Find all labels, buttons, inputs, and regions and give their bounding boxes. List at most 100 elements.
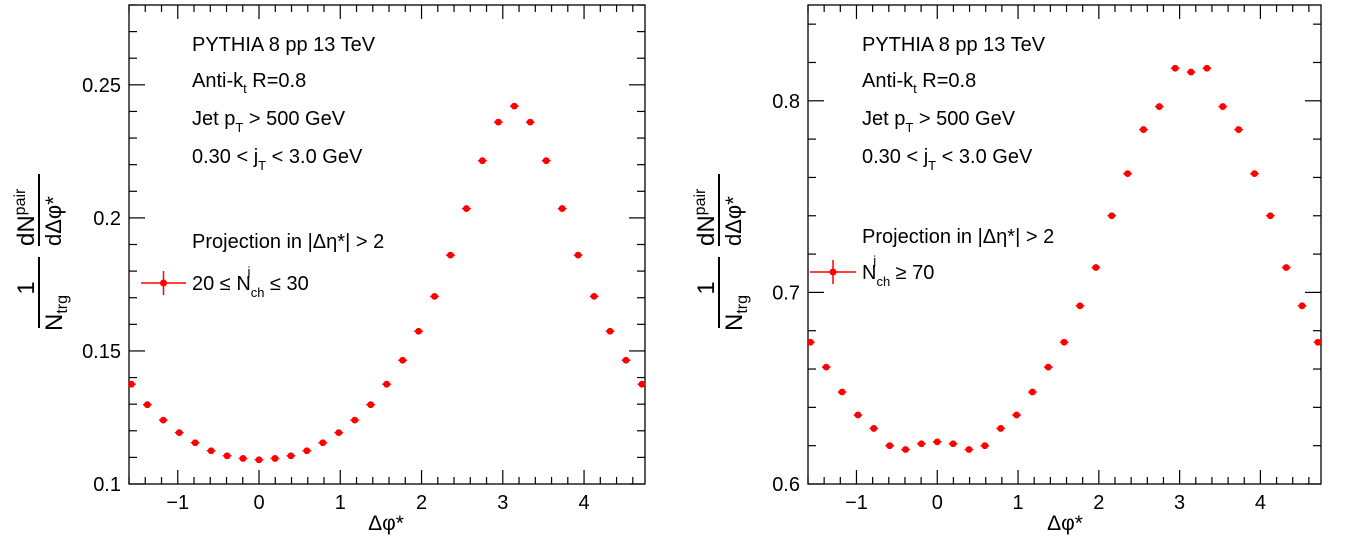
jet-pt-label: Jet pT > 500 GeV — [862, 108, 1016, 135]
legend-marker-dot — [829, 268, 837, 276]
data-point — [191, 439, 199, 447]
y-tick-label: 0.25 — [82, 75, 121, 97]
data-point — [255, 456, 263, 464]
data-point — [463, 205, 470, 212]
data-point — [1092, 264, 1100, 271]
y-axis-title-left: 1 Ntrg dNpair dΔφ* — [12, 174, 71, 331]
y-tick-label: 0.6 — [772, 474, 800, 496]
data-point — [415, 327, 422, 335]
data-point — [822, 363, 830, 371]
data-point — [606, 327, 614, 335]
data-point — [622, 356, 630, 364]
data-point — [838, 388, 846, 396]
data-point — [319, 439, 327, 447]
y-title-frac1-den: Ntrg — [721, 295, 751, 331]
data-point — [854, 411, 862, 419]
algo-label: Anti-kt R=0.8 — [862, 70, 976, 96]
data-point — [1203, 64, 1211, 72]
y-tick-label: 0.15 — [82, 341, 121, 363]
legend-left: 20 ≤ Nchj ≤ 30 — [141, 264, 309, 300]
x-tick-label: 3 — [1174, 492, 1185, 514]
data-point — [383, 380, 391, 388]
x-tick-label: 1 — [1012, 492, 1023, 514]
data-point — [1171, 64, 1179, 72]
data-point — [1044, 363, 1052, 371]
data-point — [574, 251, 582, 259]
data-point — [1029, 388, 1036, 396]
data-point — [143, 401, 151, 409]
data-point — [1013, 411, 1020, 419]
algo-label: Anti-kt R=0.8 — [192, 70, 306, 96]
points-left — [127, 102, 646, 464]
data-point — [223, 452, 231, 460]
data-point — [399, 356, 407, 364]
x-tick-label: 2 — [1093, 492, 1104, 514]
x-tick-label: 4 — [1255, 492, 1266, 514]
y-title-frac1-num: 1 — [693, 281, 720, 294]
y-axis-title-right: 1 Ntrg dNpair dΔφ* — [692, 174, 751, 331]
y-tick-label: 0.1 — [93, 474, 121, 496]
data-point — [1187, 68, 1195, 76]
x-axis-title-right: Δφ* — [1047, 512, 1083, 535]
data-point — [1251, 170, 1258, 178]
y-title-frac2-den: dΔφ* — [721, 196, 746, 246]
data-point — [949, 440, 957, 448]
data-point — [478, 157, 486, 165]
plot-frame-right — [807, 4, 1322, 485]
data-point — [981, 442, 989, 450]
generator-label: PYTHIA 8 pp 13 TeV — [192, 34, 376, 56]
data-point — [1235, 126, 1243, 133]
data-point — [287, 452, 295, 460]
ticks-right: −1 0 1 2 3 4 0.6 0.7 0.8 — [772, 5, 1321, 514]
y-title-frac2-num: dNpair — [12, 188, 40, 246]
data-point — [175, 429, 183, 437]
data-point — [1140, 126, 1147, 133]
y-title-frac1-num: 1 — [13, 281, 40, 294]
panel-right: −1 0 1 2 3 4 0.6 0.7 0.8 PYTHIA 8 pp 13 TeV Anti… — [692, 4, 1322, 535]
y-title-frac1-den: Ntrg — [41, 295, 71, 331]
generator-label: PYTHIA 8 pp 13 TeV — [862, 34, 1046, 56]
points-right — [806, 64, 1322, 453]
data-point — [542, 157, 550, 165]
data-point — [271, 455, 279, 462]
data-point — [965, 446, 973, 453]
data-point — [447, 251, 454, 259]
x-tick-label: 0 — [253, 492, 264, 514]
data-point — [127, 380, 135, 388]
data-point — [510, 102, 518, 110]
data-point — [638, 380, 646, 388]
jt-range-label: 0.30 < jT < 3.0 GeV — [862, 146, 1033, 173]
x-tick-label: 1 — [335, 492, 346, 514]
data-point — [351, 416, 359, 424]
data-point — [1219, 103, 1227, 110]
data-point — [886, 442, 894, 450]
data-point — [870, 425, 878, 432]
data-point — [590, 292, 598, 300]
ticks-left: −1 0 1 2 3 4 0.1 0.15 0.2 0.25 — [82, 4, 645, 514]
x-tick-label: 3 — [497, 492, 508, 514]
data-point — [558, 205, 566, 212]
x-tick-label: 2 — [416, 492, 427, 514]
data-point — [239, 455, 247, 462]
projection-label: Projection in |Δη*| > 2 — [862, 226, 1054, 248]
data-point — [806, 338, 814, 346]
data-point — [1266, 212, 1274, 220]
data-point — [1155, 103, 1163, 110]
x-tick-label: −1 — [845, 492, 868, 514]
data-point — [1298, 302, 1306, 310]
data-point — [997, 425, 1005, 432]
jet-pt-label: Jet pT > 500 GeV — [192, 108, 346, 135]
data-point — [431, 292, 438, 300]
data-point — [1314, 338, 1322, 346]
data-point — [367, 401, 375, 409]
x-tick-label: 4 — [578, 492, 589, 514]
data-point — [207, 447, 215, 455]
data-point — [159, 416, 167, 424]
y-tick-label: 0.7 — [772, 282, 800, 304]
legend-marker-dot — [160, 279, 167, 287]
data-point — [526, 118, 534, 126]
y-tick-label: 0.8 — [772, 91, 800, 113]
data-point — [335, 429, 343, 437]
data-point — [1282, 264, 1290, 271]
